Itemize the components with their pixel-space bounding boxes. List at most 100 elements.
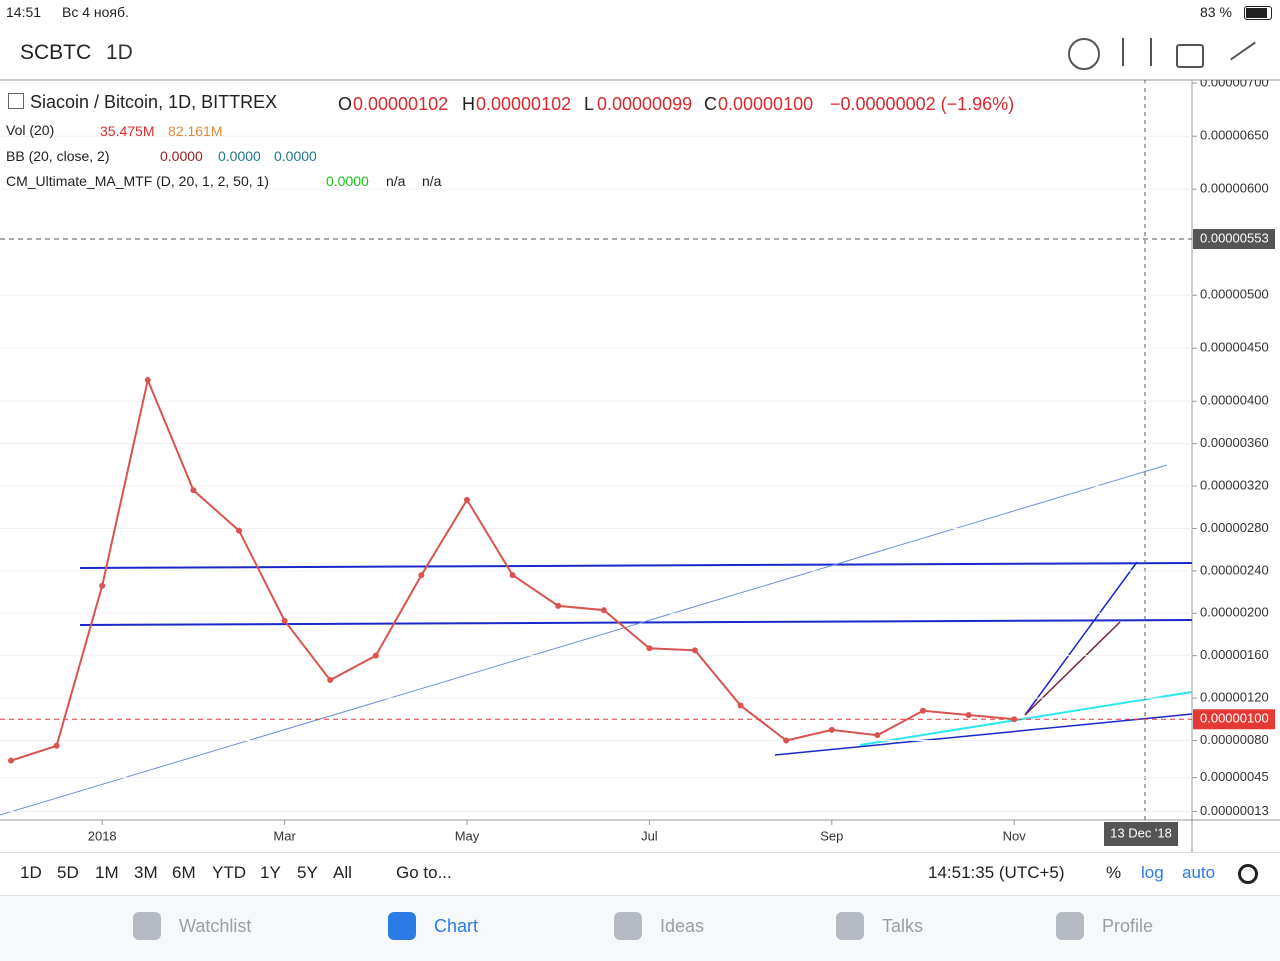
legend-open: 0.00000102 xyxy=(353,94,449,114)
price-point xyxy=(965,712,972,719)
legend-close: 0.00000100 xyxy=(718,94,814,114)
tab-icon xyxy=(1056,912,1084,940)
price-point xyxy=(236,527,242,534)
tab-icon xyxy=(133,912,161,940)
y-tick-label: 0.00000200 xyxy=(1200,605,1269,620)
price-point xyxy=(8,757,14,764)
y-tick-label: 0.00000600 xyxy=(1200,181,1269,196)
interval[interactable]: 1D xyxy=(106,41,133,64)
price-point xyxy=(737,702,744,709)
tab-label: Ideas xyxy=(660,915,705,936)
y-tick-label: 0.00000650 xyxy=(1200,128,1269,143)
status-time: 14:51 xyxy=(6,4,42,20)
vol-value: 35.475M xyxy=(100,123,155,139)
price-point xyxy=(99,582,106,589)
legend-h: H xyxy=(462,94,475,114)
tab[interactable]: Talks xyxy=(836,912,923,940)
range-button[interactable]: 3M xyxy=(134,863,158,882)
range-button[interactable]: All xyxy=(333,863,352,882)
vol-ma: 82.161M xyxy=(168,123,223,139)
y-tick-label: 0.00000080 xyxy=(1200,732,1269,747)
collapse-legend[interactable] xyxy=(8,93,24,109)
goto[interactable]: Go to... xyxy=(396,863,452,882)
legend-low: 0.00000099 xyxy=(597,94,693,114)
tab[interactable]: Profile xyxy=(1056,912,1153,940)
legend-c: C xyxy=(704,94,717,114)
legend-high: 0.00000102 xyxy=(476,94,572,114)
price-line xyxy=(10,376,1015,762)
lock-button[interactable] xyxy=(1176,44,1204,68)
price-point xyxy=(53,742,60,749)
legend-o: O xyxy=(338,94,353,114)
price-point xyxy=(418,572,425,579)
x-tick-label: 2018 xyxy=(88,828,117,843)
percent-toggle[interactable]: % xyxy=(1106,863,1122,882)
vol-name: Vol (20) xyxy=(6,122,55,138)
cm-value: n/a xyxy=(386,173,406,189)
status-date: Вс 4 нояб. xyxy=(62,4,129,20)
x-tick-label: Mar xyxy=(273,828,296,843)
projection-arrow xyxy=(1024,621,1121,716)
chart: 0.00000700 0.00000650 0.00000600 0.00000500… xyxy=(0,80,1280,852)
y-tick-label: 0.00000280 xyxy=(1200,520,1269,535)
range-button[interactable]: 1D xyxy=(20,863,42,882)
y-tick-label: 0.00000500 xyxy=(1200,287,1269,302)
price-point xyxy=(692,647,698,654)
price-point xyxy=(372,652,379,659)
auto-toggle[interactable]: auto xyxy=(1182,863,1216,882)
trendline xyxy=(79,562,1193,569)
tab-icon xyxy=(614,912,642,940)
range-button[interactable]: 5Y xyxy=(297,863,318,882)
draw-button[interactable] xyxy=(1230,41,1256,61)
trendline xyxy=(79,619,1193,626)
x-tick-label: Nov xyxy=(1003,828,1027,843)
settings[interactable] xyxy=(1238,864,1258,884)
y-tick-label: 0.00000700 xyxy=(1200,80,1269,90)
tab[interactable]: Ideas xyxy=(614,912,704,940)
price-point xyxy=(281,617,288,624)
tab[interactable]: Watchlist xyxy=(133,912,251,940)
alert-button[interactable] xyxy=(1068,38,1100,70)
tab-label: Talks xyxy=(882,915,924,936)
cm-name: CM_Ultimate_MA_MTF (D, 20, 1, 2, 50, 1) xyxy=(6,173,269,189)
price-point xyxy=(327,677,334,684)
toolbar-divider xyxy=(0,79,1280,81)
log-toggle[interactable]: log xyxy=(1141,863,1164,882)
last-price-tag xyxy=(1193,709,1275,730)
price-point xyxy=(783,737,790,744)
indicators-button[interactable] xyxy=(1122,38,1152,66)
crosshair-price-label: 0.00000553 xyxy=(1200,230,1269,245)
price-point xyxy=(920,707,926,714)
crosshair-date: 13 Dec '18 xyxy=(1110,825,1172,840)
tab-label: Chart xyxy=(434,915,479,936)
y-tick-label: 0.00000240 xyxy=(1200,562,1269,577)
price-point xyxy=(1011,716,1018,723)
battery: 83 % xyxy=(1200,4,1232,20)
range-button[interactable]: YTD xyxy=(212,863,246,882)
range-button[interactable]: 5D xyxy=(57,863,79,882)
price-point xyxy=(509,572,516,579)
range-button[interactable]: 6M xyxy=(172,863,196,882)
range-button[interactable]: 1Y xyxy=(260,863,281,882)
trendline xyxy=(0,464,1168,816)
tab[interactable]: Chart xyxy=(388,912,478,940)
range-button[interactable]: 1M xyxy=(95,863,119,882)
tab-icon xyxy=(836,912,864,940)
trendline xyxy=(774,713,1193,756)
trendline xyxy=(859,691,1193,746)
divider xyxy=(0,852,1280,853)
price-point xyxy=(600,607,607,614)
battery-icon xyxy=(1244,6,1272,20)
tab-label: Watchlist xyxy=(179,915,252,936)
price-point xyxy=(555,602,562,609)
y-tick-label: 0.00000160 xyxy=(1200,647,1269,662)
price-point xyxy=(828,726,835,733)
bb-value: 0.0000 xyxy=(218,148,261,164)
legend-change: −0.00000002 (−1.96%) xyxy=(830,94,1015,114)
crosshair-price-tag xyxy=(1193,229,1275,250)
legend-title: Siacoin / Bitcoin, 1D, BITTREX xyxy=(30,92,278,112)
tab-label: Profile xyxy=(1102,915,1154,936)
symbol[interactable]: SCBTC xyxy=(20,41,92,64)
bb-name: BB (20, close, 2) xyxy=(6,148,110,164)
